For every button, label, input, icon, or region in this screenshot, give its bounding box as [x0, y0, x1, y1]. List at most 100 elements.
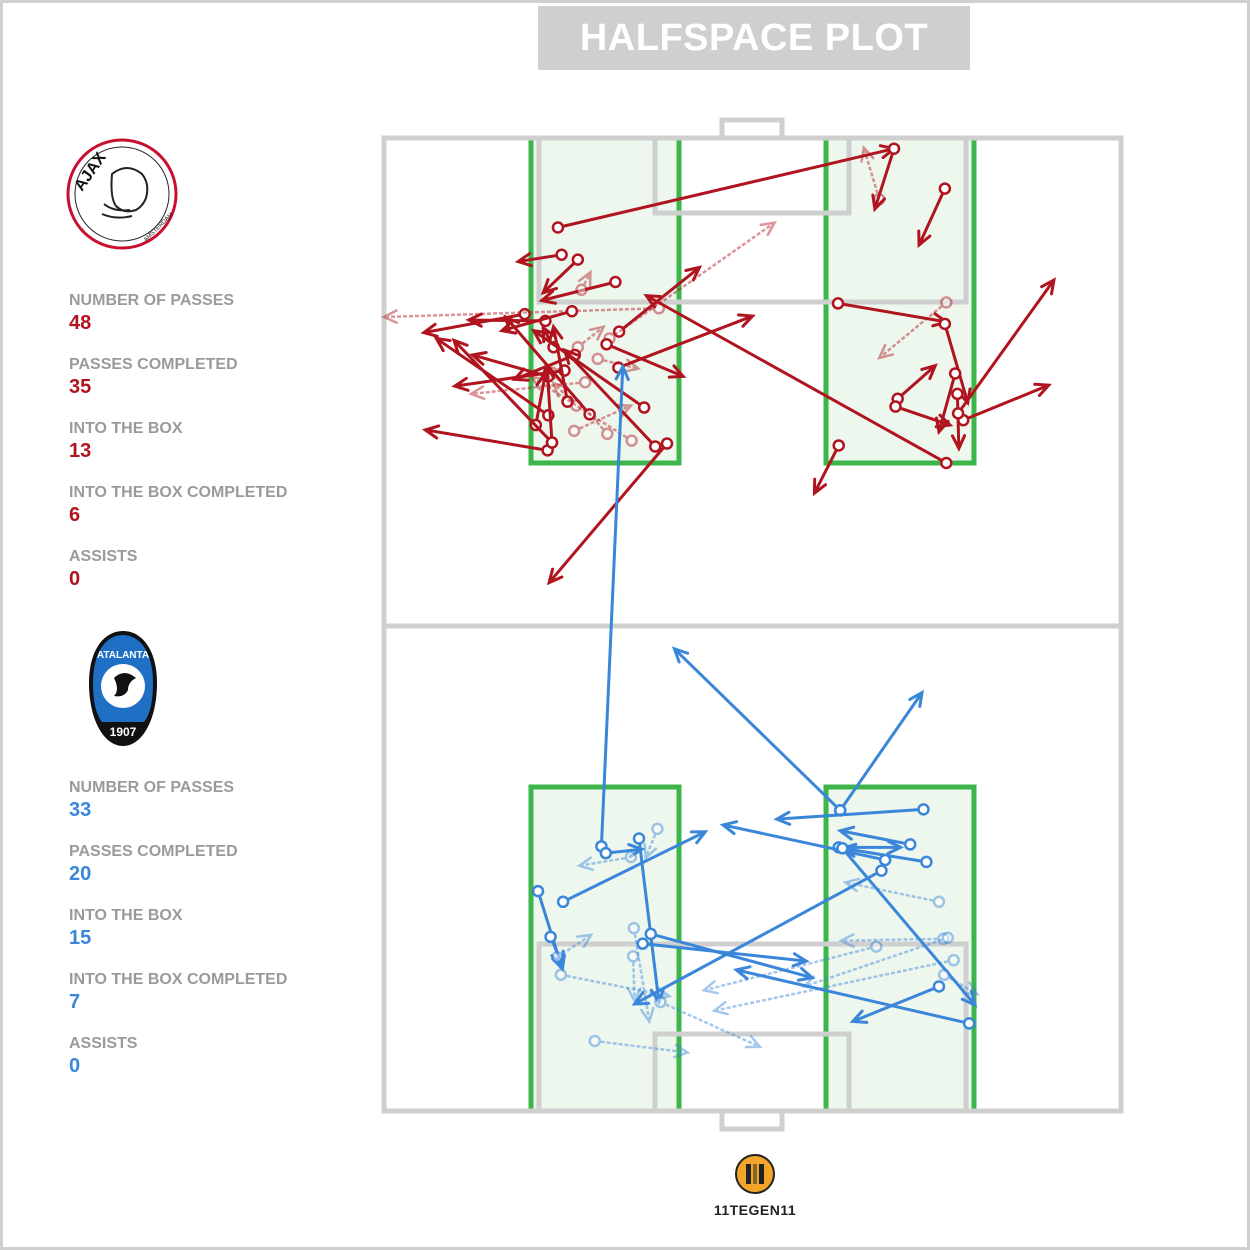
- pass-arrow: [540, 253, 585, 296]
- pass-arrow: [599, 843, 646, 860]
- pass-arrowhead: [468, 385, 486, 400]
- pass-arrow: [644, 927, 816, 982]
- pass-arrow: [836, 842, 978, 1008]
- pass-origin: [937, 968, 951, 982]
- pass-line: [560, 973, 670, 998]
- pass-origin: [632, 832, 646, 845]
- brand-text: 11TEGEN11: [713, 1202, 797, 1218]
- pass-arrowhead: [548, 323, 564, 342]
- pass-line: [542, 258, 579, 294]
- pass-arrowhead: [950, 434, 967, 452]
- pass-arrowhead: [626, 987, 642, 1004]
- pass-arrowhead: [934, 413, 954, 429]
- pass-line: [517, 253, 562, 264]
- pass-arrowhead: [514, 252, 534, 268]
- pass-arrow: [812, 439, 845, 497]
- pass-origin: [588, 1034, 602, 1048]
- pass-arrowhead: [643, 293, 662, 309]
- pass-origin: [518, 307, 532, 321]
- pass-arrow: [732, 965, 976, 1030]
- pass-arrowhead: [719, 820, 739, 836]
- pass-arrowhead: [744, 1034, 763, 1049]
- pass-line: [563, 349, 657, 448]
- pass-origin: [554, 968, 568, 982]
- pass-arrowhead: [575, 933, 594, 949]
- pass-origin: [578, 375, 592, 389]
- pass-line: [552, 382, 578, 407]
- pass-line: [557, 147, 895, 229]
- pass-arrow: [544, 930, 565, 969]
- atalanta-logo-subtext: 1907: [110, 725, 137, 739]
- stat-passes-completed: PASSES COMPLETED 20: [69, 843, 238, 885]
- pass-line: [878, 301, 948, 359]
- pass-arrow: [951, 277, 1056, 420]
- pass-arrow: [612, 265, 703, 338]
- pass-arrow: [719, 820, 892, 867]
- pass-origin: [651, 822, 664, 836]
- pass-arrow: [588, 1034, 691, 1059]
- pass-arrowhead: [701, 980, 719, 995]
- pass-origin: [555, 248, 568, 262]
- pass-arrowhead: [433, 336, 452, 353]
- pass-line: [841, 847, 977, 1006]
- pass-origin: [887, 142, 901, 155]
- pass-arrowhead: [654, 986, 673, 1001]
- pass-line: [873, 148, 896, 210]
- stat-number-of-passes: NUMBER OF PASSES 48: [69, 292, 235, 334]
- pass-arrowhead: [643, 842, 658, 861]
- pass-origin: [637, 401, 651, 414]
- stat-into-the-box: INTO THE BOX 15: [69, 907, 183, 949]
- pass-arrowhead: [420, 322, 439, 338]
- series-ajax: [381, 142, 1056, 586]
- pass-arrow: [917, 182, 952, 249]
- pass-arrow: [643, 293, 953, 470]
- pass-line: [803, 936, 949, 988]
- pass-arrowhead: [860, 144, 875, 163]
- pass-line: [618, 266, 701, 333]
- pass-line: [435, 337, 550, 417]
- pass-line: [544, 363, 609, 435]
- pass-line: [917, 187, 947, 246]
- pass-origin: [932, 895, 946, 909]
- pass-line: [532, 329, 646, 409]
- pass-arrowhead: [503, 314, 520, 333]
- pass-arrowhead: [577, 269, 592, 288]
- stat-into-the-box-completed: INTO THE BOX COMPLETED 6: [69, 484, 288, 526]
- pass-arrowhead: [631, 991, 651, 1006]
- pass-arrowhead: [773, 810, 792, 826]
- pass-line: [599, 366, 625, 847]
- pass-arrowhead: [732, 965, 752, 981]
- pass-origin: [551, 221, 565, 234]
- pass-arrowhead: [550, 949, 565, 969]
- pass-arrow: [562, 347, 662, 453]
- pass-origin: [644, 927, 658, 941]
- pass-line: [545, 365, 554, 443]
- pass-origin: [938, 182, 952, 195]
- pass-line: [534, 373, 547, 426]
- pass-line: [962, 383, 1050, 422]
- pass-arrow: [938, 317, 972, 406]
- pass-line: [579, 855, 632, 868]
- pass-origin: [951, 407, 965, 420]
- pass-arrow: [701, 940, 883, 995]
- pass-line: [541, 280, 616, 302]
- pass-arrow: [468, 375, 592, 400]
- pass-origin: [583, 408, 596, 421]
- pass-arrowhead: [640, 1006, 655, 1025]
- pass-origin: [601, 427, 614, 441]
- pass-arrow: [451, 337, 559, 449]
- pass-line: [839, 829, 911, 846]
- pass-arrowhead: [711, 1000, 730, 1016]
- six-yard-box-bottom: [652, 1031, 852, 1114]
- pass-line: [813, 444, 841, 494]
- pass-origin: [625, 434, 638, 447]
- pass-origin: [940, 456, 953, 470]
- pass-arrow: [877, 296, 953, 360]
- pass-origin: [571, 253, 585, 266]
- stat-number-of-passes: NUMBER OF PASSES 33: [69, 779, 235, 821]
- pass-line: [776, 807, 924, 821]
- pass-origin: [567, 424, 581, 438]
- pass-origin: [870, 940, 883, 953]
- pass-arrow: [626, 950, 642, 1004]
- pass-arrow: [950, 387, 967, 452]
